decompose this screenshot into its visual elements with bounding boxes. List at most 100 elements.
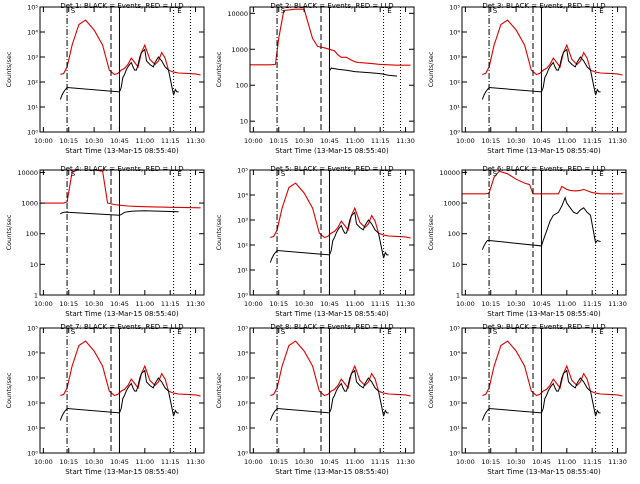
plot-frame (461, 169, 627, 296)
x-tick-label: 11:15 (583, 300, 602, 308)
x-axis-label: Start Time (13-Mar-15 08:55:40) (487, 310, 601, 318)
x-tick-label: 11:30 (608, 137, 627, 145)
x-tick-label: 11:15 (161, 300, 180, 308)
plot-frame (39, 327, 205, 454)
x-tick-label: 10:30 (85, 300, 104, 308)
x-axis-label: Start Time (13-Mar-15 08:55:40) (65, 147, 179, 155)
panel-title: Det 6: BLACK = Events, RED = LLD (482, 165, 605, 173)
x-tick-label: 11:30 (396, 137, 415, 145)
x-tick-label: 10:45 (320, 137, 339, 145)
y-tick-label: 10³ (237, 375, 248, 383)
y-axis-label: Counts/sec (427, 51, 435, 87)
y-tick-label: 10⁰ (237, 292, 248, 300)
y-tick-label: 10³ (449, 375, 460, 383)
plot-frame (461, 6, 627, 133)
lld-series-line (270, 340, 411, 397)
x-tick-label: 10:15 (269, 300, 288, 308)
y-tick-label: 10⁴ (27, 29, 38, 37)
y-tick-label: 10 (240, 118, 248, 126)
marker-letter: E (599, 170, 603, 178)
plot-frame (249, 6, 415, 133)
marker-letter: S (281, 328, 286, 336)
panel-det-1: S E 10⁰ 10¹ 10² 10³ 10⁴ 10⁵ 10:00 10:15 10:30 10:45… (5, 2, 205, 155)
panel-title: Det 5: BLACK = Events, RED = LLD (270, 165, 393, 173)
marker-letter: E (387, 7, 391, 15)
panel-det-3: S E 10⁰ 10¹ 10² 10³ 10⁴ 10⁵ 10:00 10:15 10:30 10:45… (427, 2, 627, 155)
x-tick-label: 10:30 (507, 300, 526, 308)
y-axis-label: Counts/sec (215, 214, 223, 250)
y-tick-label: 10000 (439, 169, 460, 177)
marker-letter: E (387, 170, 391, 178)
x-tick-label: 10:00 (34, 300, 53, 308)
y-tick-label: 10³ (237, 217, 248, 225)
y-tick-label: 1 (34, 292, 38, 300)
x-tick-label: 10:30 (507, 137, 526, 145)
x-tick-label: 11:30 (608, 300, 627, 308)
x-tick-label: 11:00 (345, 300, 364, 308)
marker-letter: E (177, 328, 181, 336)
plot-frame (39, 6, 205, 133)
x-axis-label: Start Time (13-Mar-15 08:55:40) (487, 147, 601, 155)
panel-title: Det 2: BLACK = Events, RED = LLD (270, 2, 393, 10)
x-tick-label: 11:00 (135, 458, 154, 466)
y-axis-label: Counts/sec (427, 372, 435, 408)
x-tick-label: 10:00 (456, 137, 475, 145)
x-tick-label: 11:30 (608, 458, 627, 466)
x-tick-label: 10:00 (34, 458, 53, 466)
events-series-line (329, 67, 398, 77)
x-tick-label: 11:00 (135, 137, 154, 145)
y-tick-label: 10⁵ (27, 4, 38, 12)
marker-letter: E (177, 7, 181, 15)
marker-letter: E (387, 328, 391, 336)
panel-det-4: S E 1 10 100 1000 10000 10:00 10:15 10:30 10:45 11:… (5, 165, 205, 318)
x-tick-label: 10:15 (481, 458, 500, 466)
y-tick-label: 10³ (27, 54, 38, 62)
y-tick-label: 10⁵ (27, 325, 38, 333)
x-axis-label: Start Time (13-Mar-15 08:55:40) (65, 310, 179, 318)
x-axis-label: Start Time (13-Mar-15 08:55:40) (65, 468, 179, 476)
y-tick-label: 1000 (21, 200, 38, 208)
y-axis-label: Counts/sec (5, 372, 13, 408)
y-tick-label: 10⁰ (449, 450, 460, 458)
plot-frame (249, 169, 415, 296)
x-tick-label: 11:00 (345, 458, 364, 466)
x-tick-label: 11:15 (161, 458, 180, 466)
x-tick-label: 11:00 (135, 300, 154, 308)
marker-letter: S (71, 170, 76, 178)
y-tick-label: 10⁴ (27, 350, 38, 358)
y-tick-label: 10⁵ (449, 4, 460, 12)
x-tick-label: 10:30 (295, 458, 314, 466)
x-tick-label: 10:45 (532, 458, 551, 466)
y-tick-label: 10¹ (449, 425, 460, 433)
x-axis-label: Start Time (13-Mar-15 08:55:40) (275, 147, 389, 155)
y-tick-label: 10⁴ (237, 192, 248, 200)
y-tick-label: 10¹ (27, 425, 38, 433)
y-tick-label: 100 (26, 230, 38, 238)
y-tick-label: 10 (30, 261, 38, 269)
panel-title: Det 9: BLACK = Events, RED = LLD (482, 323, 605, 331)
x-axis-label: Start Time (13-Mar-15 08:55:40) (275, 310, 389, 318)
y-tick-label: 1 (456, 292, 460, 300)
plot-frame (39, 169, 205, 296)
x-tick-label: 11:15 (583, 458, 602, 466)
y-tick-label: 10 (452, 261, 460, 269)
x-tick-label: 11:15 (161, 137, 180, 145)
panel-det-5: S E 10⁰ 10¹ 10² 10³ 10⁴ 10⁵ 10:00 10:15 10:30 10:45… (215, 165, 415, 318)
y-tick-label: 10¹ (449, 104, 460, 112)
x-tick-label: 10:15 (269, 137, 288, 145)
y-tick-label: 10² (237, 400, 248, 408)
panel-det-8: S E 10⁰ 10¹ 10² 10³ 10⁴ 10⁵ 10:00 10:15 10:30 10:45… (215, 323, 415, 476)
x-tick-label: 11:00 (345, 137, 364, 145)
x-tick-label: 10:30 (85, 137, 104, 145)
x-tick-label: 10:15 (59, 137, 78, 145)
x-tick-label: 10:45 (320, 458, 339, 466)
x-tick-label: 10:45 (110, 137, 129, 145)
x-axis-label: Start Time (13-Mar-15 08:55:40) (275, 468, 389, 476)
plot-frame (461, 327, 627, 454)
marker-letter: S (493, 328, 498, 336)
lld-series-line (40, 170, 201, 209)
x-tick-label: 11:15 (371, 458, 390, 466)
marker-letter: S (493, 170, 498, 178)
lld-series-line (482, 340, 623, 397)
